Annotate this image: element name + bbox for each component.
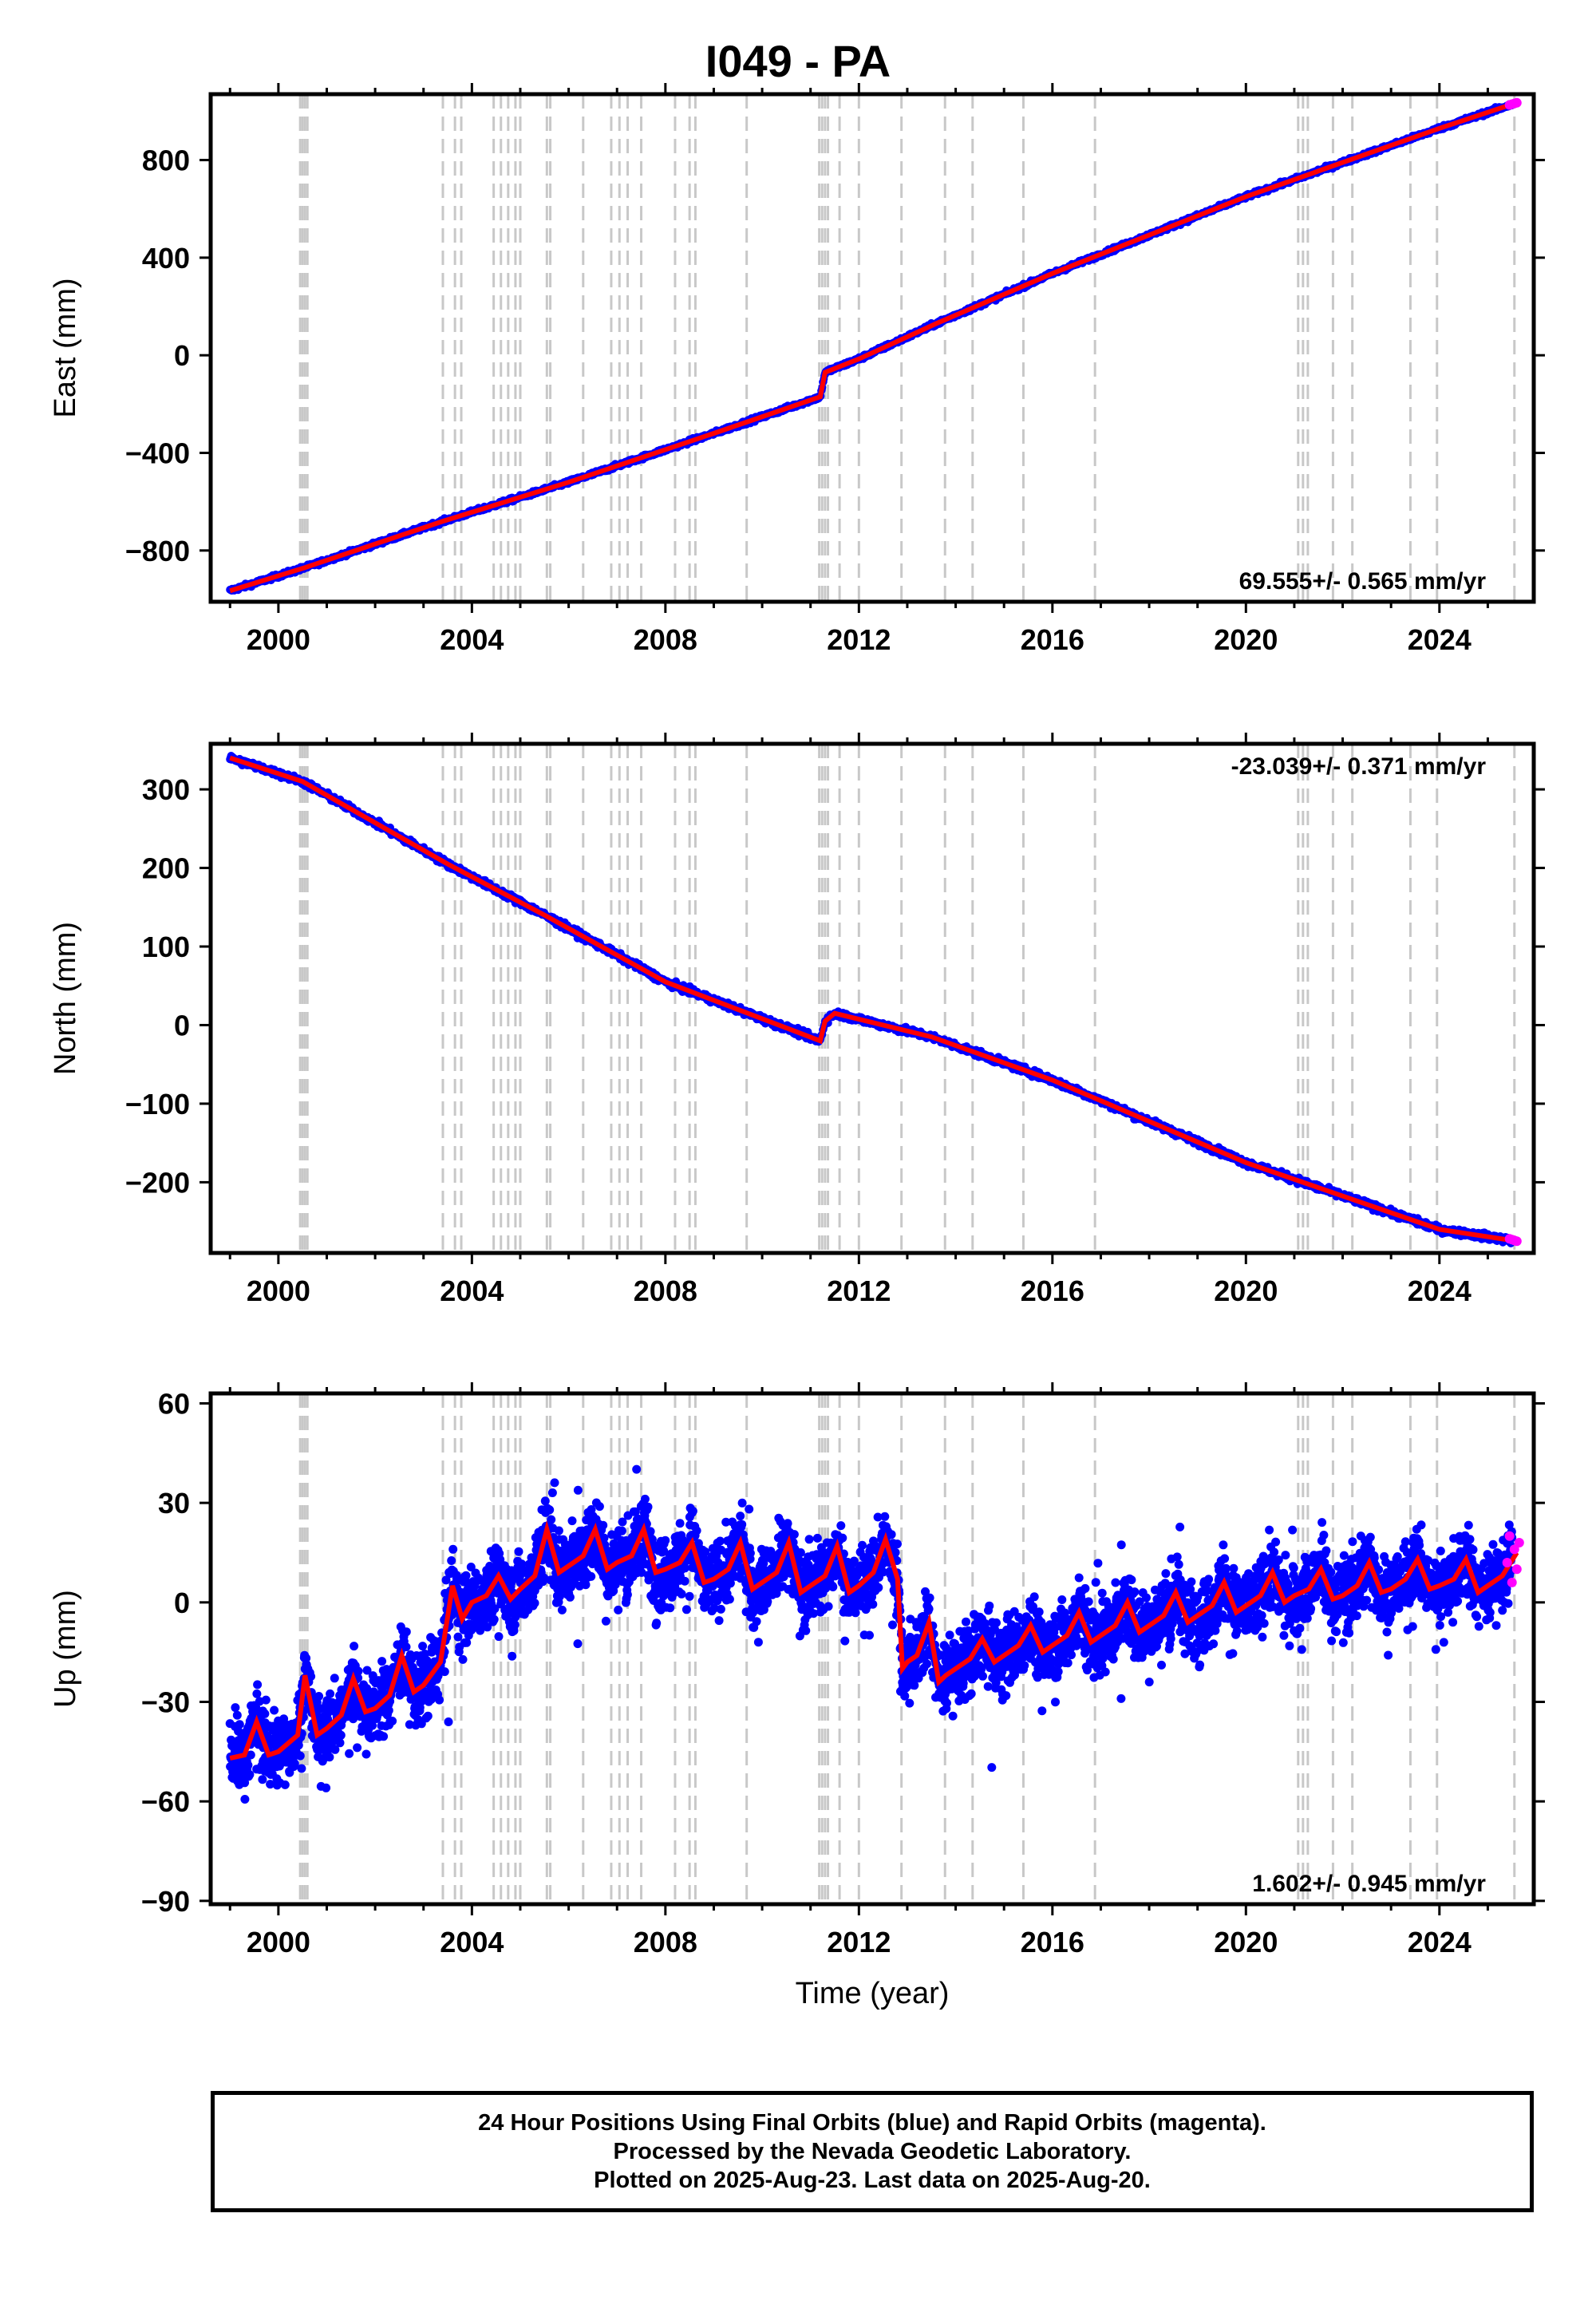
x-tick-label: 2024	[1408, 623, 1472, 656]
model-curve	[229, 100, 1518, 594]
x-tick-label: 2004	[440, 623, 504, 656]
y-tick-label: 800	[142, 144, 190, 177]
x-tick-label: 2016	[1021, 623, 1084, 656]
panel-1: 2000 2004 2008 2012 2016 2020 2024 −800 −400 0 400…	[49, 83, 1545, 656]
rate-annotation: 69.555+/- 0.565 mm/yr	[1239, 568, 1487, 595]
rapid-orbit-point	[1511, 97, 1522, 108]
x-tick-label: 2020	[1214, 623, 1278, 656]
panel-2: 2000 2004 2008 2012 2016 2020 2024−200−1000100…	[49, 733, 1545, 1307]
final-orbit-points	[226, 100, 1516, 595]
x-tick-label: 2012	[827, 623, 891, 656]
y-tick-label: 400	[142, 242, 190, 275]
plot-frame	[208, 92, 1536, 604]
final-orbit-points	[226, 752, 1516, 1247]
chart-title: I049 - PA	[705, 36, 891, 86]
plot-area	[226, 744, 1522, 1253]
y-tick-label: 0	[174, 339, 190, 372]
x-tick-label: 2008	[634, 623, 697, 656]
y-tick-label: −400	[125, 437, 190, 469]
plot-area	[226, 94, 1522, 602]
x-tick-label: 2000	[247, 623, 310, 656]
y-axis-label: East (mm)	[49, 278, 82, 417]
y-tick-label: −800	[125, 535, 190, 567]
model-curve	[229, 755, 1518, 1244]
